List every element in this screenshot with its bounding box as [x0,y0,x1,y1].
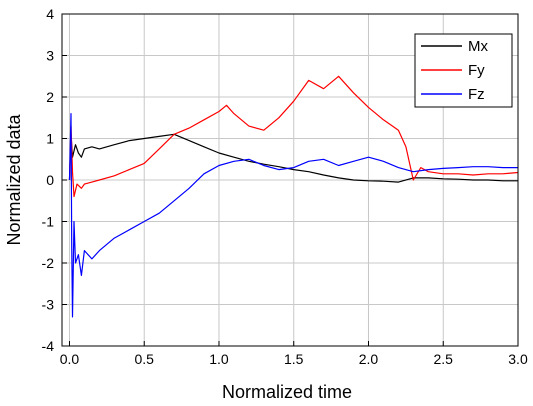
x-tick-label: 2.5 [434,351,454,367]
legend-label-mx: Mx [468,38,488,55]
y-tick-label: 4 [46,6,54,22]
x-tick-label: 2.0 [359,351,379,367]
y-tick-label: 2 [46,89,54,105]
series-line-fz [68,113,518,318]
axis-ticks [62,13,519,347]
x-tick-labels: 0.0 0.5 1.0 1.5 2.0 2.5 3.0 [60,351,528,367]
y-tick-label: 0 [46,172,54,188]
x-tick-label: 1.0 [209,351,229,367]
data-series [68,75,519,318]
y-tick-label: 1 [46,131,54,147]
x-axis-label: Normalized time [222,382,352,402]
y-axis-label: Normalized data [4,113,24,245]
y-tick-label: -2 [42,255,55,271]
y-tick-labels: -4 -3 -2 -1 0 1 2 3 4 [42,6,55,354]
x-tick-label: 0.0 [60,351,80,367]
legend: Mx Fy Fz [414,33,513,108]
y-tick-label: -4 [42,338,55,354]
series-line-mx [68,133,518,183]
x-tick-label: 0.5 [134,351,154,367]
y-tick-label: -1 [42,214,55,230]
legend-label-fz: Fz [468,86,485,103]
x-tick-label: 3.0 [508,351,528,367]
y-tick-label: 3 [46,48,54,64]
legend-label-fy: Fy [468,62,485,79]
x-tick-label: 1.5 [284,351,304,367]
y-tick-label: -3 [42,297,55,313]
